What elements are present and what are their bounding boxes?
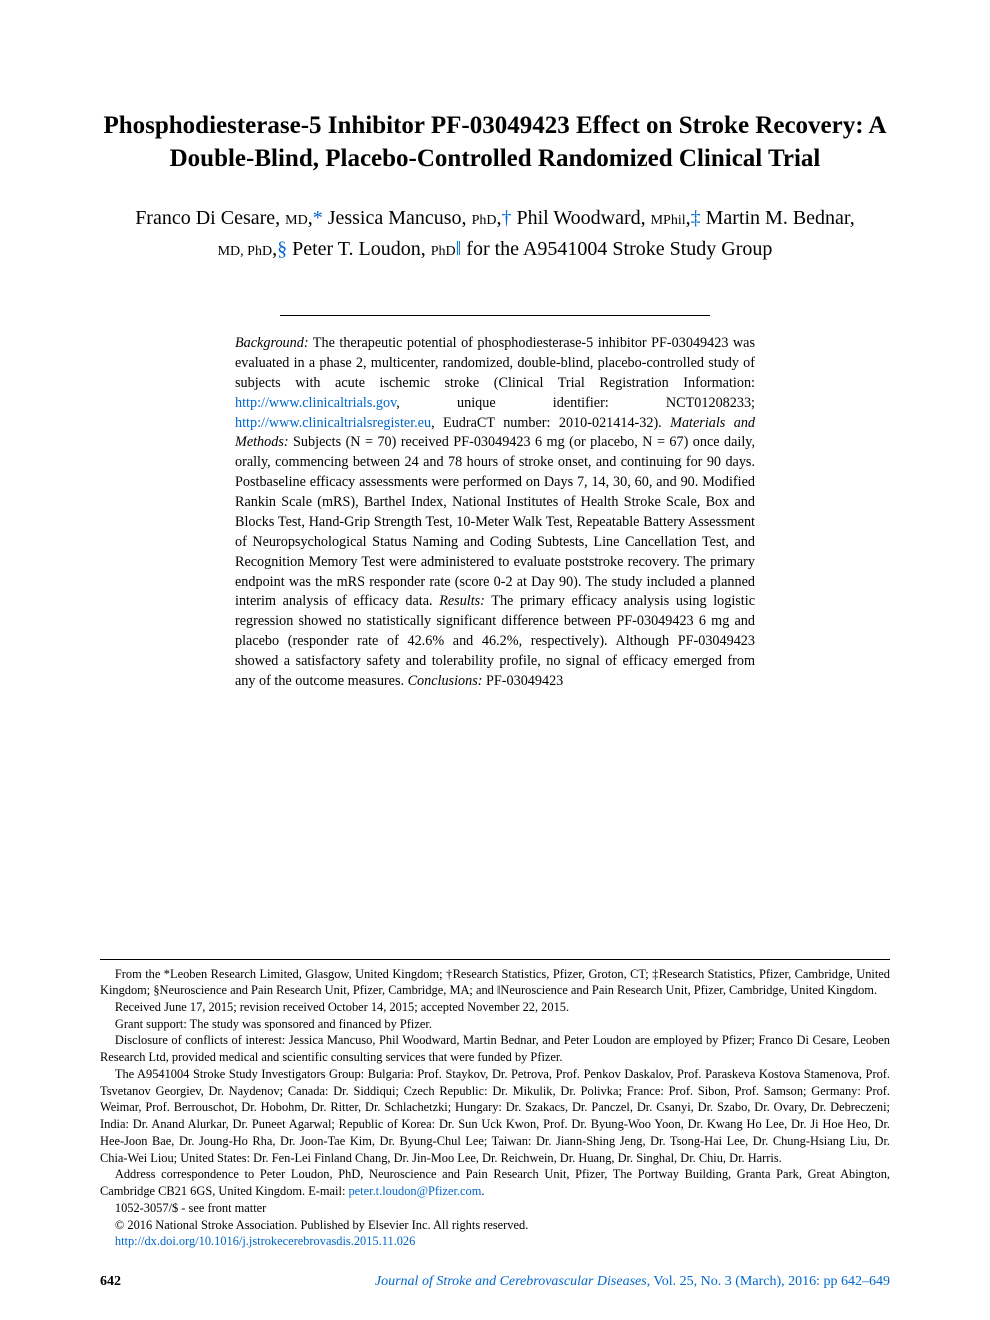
footnote-received: Received June 17, 2015; revision receive… [100,999,890,1016]
page-number: 642 [100,1274,121,1289]
article-title: Phosphodiesterase-5 Inhibitor PF-0304942… [100,110,890,175]
page-footer: 642 Journal of Stroke and Cerebrovascula… [100,1274,890,1290]
footnote-disclosure: Disclosure of conflicts of interest: Jes… [100,1032,890,1065]
journal-name: Journal of Stroke and Cerebrovascular Di… [375,1274,647,1289]
page: Phosphodiesterase-5 Inhibitor PF-0304942… [0,0,990,1320]
footnote-investigators: The A9541004 Stroke Study Investigators … [100,1066,890,1166]
author-line: Franco Di Cesare, MD,* Jessica Mancuso, … [130,203,860,265]
footnote-doi[interactable]: http://dx.doi.org/10.1016/j.jstrokecereb… [100,1233,890,1250]
footnote-correspondence: Address correspondence to Peter Loudon, … [100,1166,890,1199]
footnote-issn: 1052-3057/$ - see front matter [100,1200,890,1217]
footnote-affiliations: From the *Leoben Research Limited, Glasg… [100,966,890,999]
doi-link[interactable]: http://dx.doi.org/10.1016/j.jstrokecereb… [115,1234,415,1248]
footnote-grant: Grant support: The study was sponsored a… [100,1016,890,1033]
journal-volume: , Vol. 25, No. 3 (March), 2016: pp 642–6… [647,1274,890,1289]
footnotes-block: From the *Leoben Research Limited, Glasg… [100,959,890,1250]
abstract-block: Background: The therapeutic potential of… [235,334,755,692]
footnote-copyright: © 2016 National Stroke Association. Publ… [100,1217,890,1234]
journal-citation: Journal of Stroke and Cerebrovascular Di… [375,1274,890,1290]
divider-rule [280,315,710,316]
